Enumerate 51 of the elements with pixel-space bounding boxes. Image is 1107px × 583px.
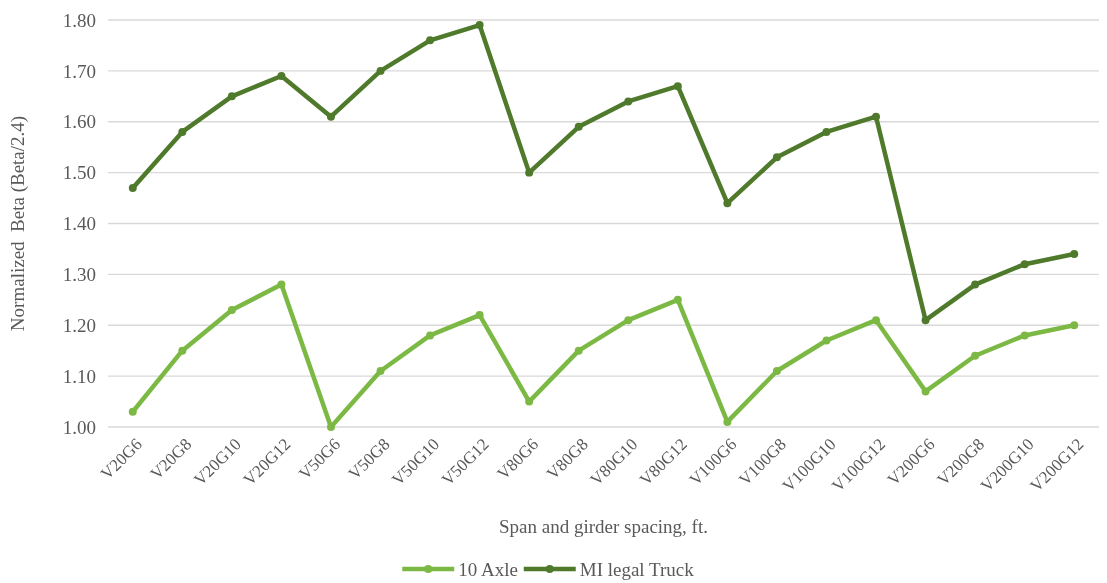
- y-tick-label: 1.00: [62, 416, 96, 438]
- y-tick-label: 1.70: [62, 60, 96, 82]
- point: [872, 112, 881, 121]
- point: [128, 183, 137, 192]
- point: [673, 82, 682, 91]
- point: [971, 351, 980, 360]
- point: [475, 311, 484, 320]
- point: [624, 97, 633, 106]
- y-tick-label: 1.60: [62, 111, 96, 133]
- point: [772, 367, 781, 376]
- y-tick-label: 1.30: [62, 264, 96, 286]
- y-tick-label: 1.50: [62, 162, 96, 184]
- point: [277, 280, 286, 289]
- point: [673, 295, 682, 304]
- x-axis-title: Span and girder spacing, ft.: [499, 516, 708, 537]
- point: [1070, 250, 1079, 259]
- point: [574, 122, 583, 131]
- point: [822, 127, 831, 136]
- point: [426, 36, 435, 45]
- point: [1020, 260, 1029, 269]
- point: [326, 423, 335, 431]
- legend-label: 10 Axle: [458, 558, 518, 580]
- point: [822, 336, 831, 345]
- point: [525, 397, 534, 406]
- point: [772, 153, 781, 162]
- point: [723, 199, 732, 208]
- point: [227, 92, 236, 101]
- point: [128, 407, 137, 416]
- point: [426, 331, 435, 340]
- point: [872, 316, 881, 325]
- y-tick-label: 1.20: [62, 314, 96, 336]
- point: [1020, 331, 1029, 340]
- point: [624, 316, 633, 325]
- point: [277, 71, 286, 80]
- point: [921, 387, 930, 396]
- y-tick-label: 1.40: [62, 213, 96, 235]
- point: [1070, 321, 1079, 330]
- point: [178, 127, 187, 136]
- point: [376, 66, 385, 75]
- point: [326, 112, 335, 121]
- point: [178, 346, 187, 355]
- point: [475, 21, 484, 30]
- point: [574, 346, 583, 355]
- y-tick-label: 1.10: [62, 365, 96, 387]
- point: [376, 367, 385, 376]
- y-tick-label: 1.80: [62, 9, 96, 31]
- legend-label: MI legal Truck: [579, 558, 695, 580]
- y-axis-title: Normalized Beta (Beta/2.4): [7, 115, 29, 332]
- point: [227, 306, 236, 314]
- point: [921, 316, 930, 325]
- point: [971, 280, 980, 289]
